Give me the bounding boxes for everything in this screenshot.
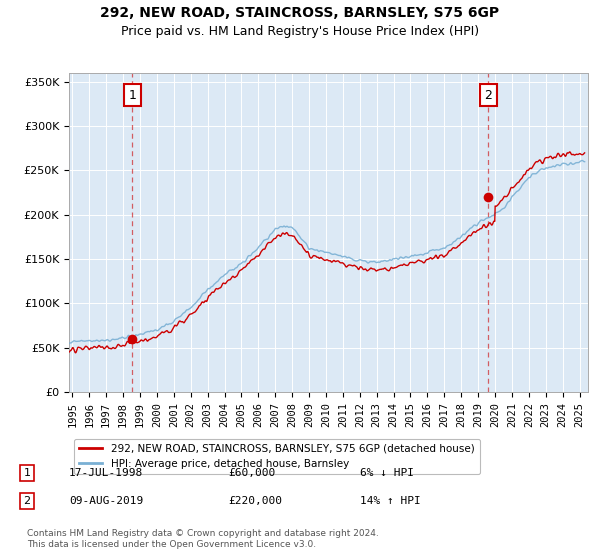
Text: 2: 2 [23, 496, 31, 506]
Legend: 292, NEW ROAD, STAINCROSS, BARNSLEY, S75 6GP (detached house), HPI: Average pric: 292, NEW ROAD, STAINCROSS, BARNSLEY, S75… [74, 438, 479, 474]
Text: £60,000: £60,000 [228, 468, 275, 478]
Text: 1: 1 [128, 88, 136, 102]
Text: Price paid vs. HM Land Registry's House Price Index (HPI): Price paid vs. HM Land Registry's House … [121, 25, 479, 38]
Text: 09-AUG-2019: 09-AUG-2019 [69, 496, 143, 506]
Text: 6% ↓ HPI: 6% ↓ HPI [360, 468, 414, 478]
Text: 14% ↑ HPI: 14% ↑ HPI [360, 496, 421, 506]
Text: 2: 2 [484, 88, 492, 102]
Text: 17-JUL-1998: 17-JUL-1998 [69, 468, 143, 478]
Text: £220,000: £220,000 [228, 496, 282, 506]
Text: 292, NEW ROAD, STAINCROSS, BARNSLEY, S75 6GP: 292, NEW ROAD, STAINCROSS, BARNSLEY, S75… [100, 6, 500, 20]
Text: Contains HM Land Registry data © Crown copyright and database right 2024.
This d: Contains HM Land Registry data © Crown c… [27, 529, 379, 549]
Text: 1: 1 [23, 468, 31, 478]
